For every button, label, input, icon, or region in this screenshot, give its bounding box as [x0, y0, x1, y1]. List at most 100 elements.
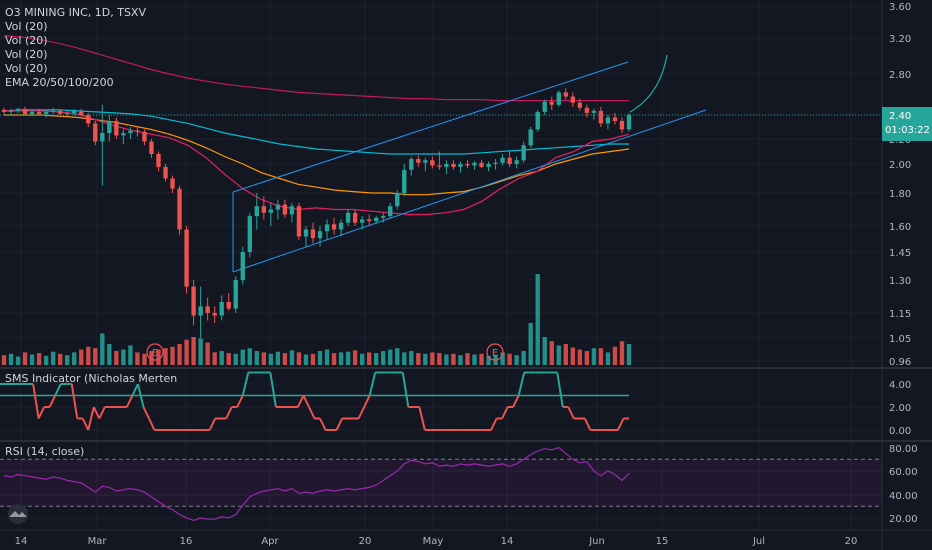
candle-body: [324, 224, 330, 232]
sms-segment: [48, 395, 57, 408]
volume-bar: [444, 354, 449, 365]
volume-bar: [240, 349, 245, 365]
candle-body: [72, 110, 77, 113]
rsi-title: RSI (14, close): [5, 445, 85, 458]
sms-segment: [236, 395, 244, 408]
volume-bar: [114, 351, 119, 365]
sms-segment: [225, 406, 233, 419]
candle-body: [423, 160, 428, 163]
vol-legend-1: Vol (20): [5, 20, 48, 33]
volume-bar: [191, 337, 196, 365]
volume-bar: [128, 345, 133, 365]
volume-bar: [15, 356, 21, 365]
candle-body: [352, 212, 358, 223]
volume-bar: [388, 349, 393, 365]
candle-body: [409, 159, 414, 170]
candle-body: [156, 154, 161, 167]
candle-body: [465, 164, 470, 166]
candle-body: [233, 280, 238, 309]
volume-bar: [121, 349, 126, 365]
time-axis-label: Mar: [88, 536, 108, 547]
candle-body: [563, 92, 568, 97]
candle-body: [261, 206, 267, 213]
volume-bar: [36, 353, 42, 365]
price-box-timer: 01:03:22: [885, 125, 930, 136]
volume-bar: [500, 352, 505, 365]
candle-body: [86, 115, 91, 124]
candle-body: [612, 117, 618, 121]
candle-body: [395, 193, 400, 207]
candle-body: [556, 92, 561, 105]
volume-bar: [219, 351, 224, 365]
volume-bar: [156, 349, 161, 365]
rsi-line: [3, 446, 630, 522]
volume-bar: [282, 353, 288, 365]
candle-body: [528, 129, 533, 146]
rsi-band: [0, 459, 882, 507]
earnings-marker-icon: [146, 343, 164, 361]
volume-bar: [437, 353, 442, 365]
sms-segment: [142, 406, 150, 419]
candle-body: [177, 188, 182, 230]
volume-bar: [79, 349, 84, 365]
ema100-line: [3, 109, 629, 155]
candle-body: [359, 219, 365, 223]
candle-body: [100, 133, 105, 142]
volume-bar: [303, 354, 309, 365]
candle-body: [402, 169, 407, 193]
volume-bar: [366, 352, 372, 365]
sms-segment: [37, 406, 46, 419]
price-axis-label: 1.45: [889, 248, 911, 259]
time-axis-label: May: [423, 536, 444, 547]
candle-body: [22, 108, 28, 114]
price-axis-label: 0.96: [889, 357, 911, 368]
volume-bar: [22, 352, 28, 365]
sms-segment: [319, 418, 327, 431]
price-axis-label: 2.00: [889, 160, 911, 171]
volume-bar: [177, 344, 182, 365]
candle-body: [170, 178, 175, 189]
candle-body: [275, 204, 281, 210]
price-box-value: 2.40: [889, 111, 911, 122]
tradingview-logo-icon: [8, 504, 28, 524]
volume-bar: [528, 323, 533, 365]
candle-body: [149, 141, 154, 154]
candle-body: [142, 131, 147, 142]
candle-body: [507, 157, 512, 164]
volume-bar: [261, 352, 267, 365]
sms-segment: [368, 372, 377, 396]
volume-bar: [149, 351, 154, 365]
price-axis-label: 3.60: [889, 2, 911, 13]
candle-body: [184, 229, 189, 287]
candle-body: [282, 204, 288, 215]
volume-bar: [317, 351, 323, 365]
volume-bar: [402, 352, 407, 365]
volume-bar: [619, 341, 625, 365]
sms-segment: [87, 406, 95, 431]
candle-body: [437, 165, 442, 167]
time-axis-label: Apr: [261, 536, 279, 547]
candle-body: [570, 96, 575, 103]
volume-bar: [584, 351, 590, 365]
candle-body: [296, 206, 302, 237]
volume-bar: [612, 346, 618, 365]
candle-body: [472, 162, 477, 166]
candle-body: [198, 306, 203, 316]
candle-body: [486, 164, 491, 167]
volume-bar: [598, 348, 604, 365]
volume-bar: [542, 337, 547, 365]
price-axis-label: 2.80: [889, 70, 911, 81]
volume-bar: [570, 347, 575, 365]
time-axis-label: Jul: [752, 536, 765, 547]
sms-axis-label: 2.00: [889, 403, 911, 414]
volume-bar: [226, 353, 231, 365]
volume-bar: [296, 352, 302, 365]
price-axis-label: 1.15: [889, 309, 911, 320]
candle-body: [1, 109, 7, 112]
volume-bar: [352, 350, 358, 365]
sms-segment: [126, 395, 134, 408]
candle-body: [50, 110, 56, 112]
candle-body: [451, 164, 456, 167]
candle-body: [268, 209, 274, 213]
